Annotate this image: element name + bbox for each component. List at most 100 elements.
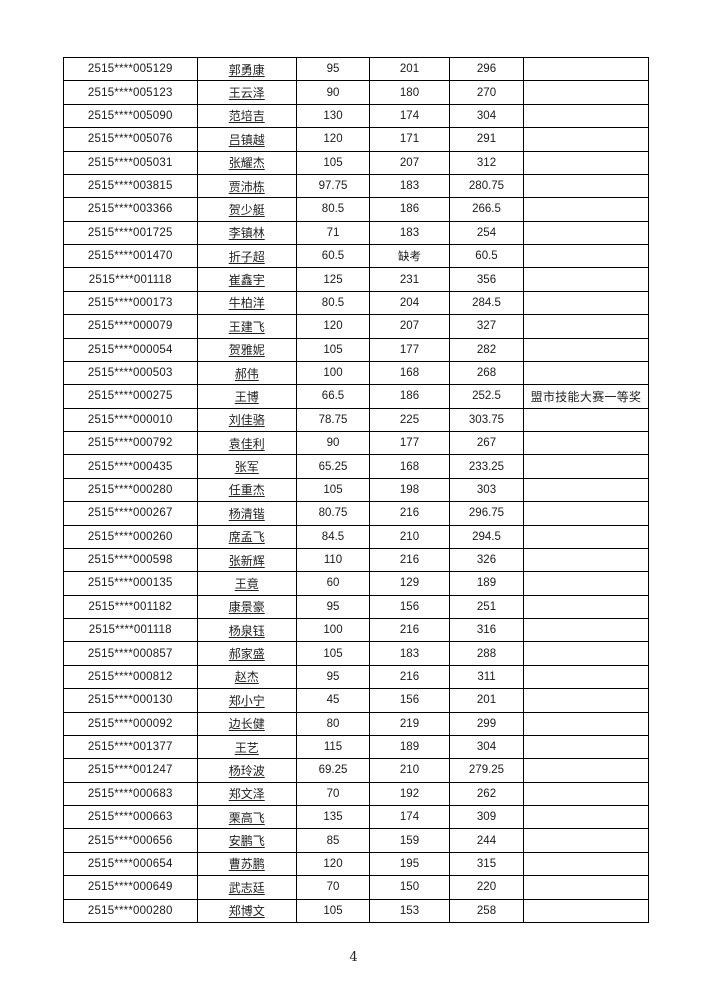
total-cell: 294.5: [449, 524, 524, 549]
remark-cell: [523, 617, 649, 643]
remark-cell: [523, 220, 649, 246]
name-cell: 杨泉钰: [196, 617, 297, 643]
score2-cell: 207: [369, 150, 450, 175]
total-cell: 220: [449, 875, 524, 900]
score1-cell: 120: [296, 314, 370, 339]
name-cell: 郑文泽: [196, 781, 297, 807]
candidate-name: 郑博文: [228, 904, 265, 919]
score1-cell: 95: [296, 664, 370, 690]
total-cell: 268: [449, 360, 524, 386]
name-cell: 王竟: [196, 571, 297, 596]
name-cell: 王云泽: [196, 80, 297, 105]
score1-cell: 80: [296, 711, 370, 736]
candidate-name: 折子超: [228, 249, 265, 264]
total-cell: 296: [449, 56, 524, 82]
registration-id-cell: 2515****000267: [63, 501, 198, 526]
candidate-name: 栗高飞: [228, 810, 265, 825]
remark-cell: [523, 290, 649, 316]
candidate-name: 边长健: [228, 717, 265, 732]
remark-cell: [523, 80, 649, 105]
remark-cell: [523, 243, 649, 269]
name-cell: 张新辉: [196, 547, 297, 573]
score1-cell: 66.5: [296, 384, 370, 409]
registration-id-cell: 2515****000683: [63, 781, 198, 807]
score2-cell: 186: [369, 197, 450, 222]
candidate-name: 杨清锴: [228, 506, 265, 521]
score2-cell: 156: [369, 688, 450, 713]
remark-cell: [523, 197, 649, 222]
name-cell: 折子超: [196, 243, 297, 269]
remark-cell: [523, 828, 649, 853]
score2-cell: 180: [369, 80, 450, 105]
score1-cell: 80.5: [296, 290, 370, 316]
score1-cell: 125: [296, 267, 370, 292]
remark-cell: [523, 127, 649, 152]
score2-cell: 168: [369, 360, 450, 386]
candidate-name: 杨玲波: [228, 763, 265, 778]
total-cell: 251: [449, 594, 524, 620]
remark-cell: [523, 360, 649, 386]
remark-cell: [523, 688, 649, 713]
candidate-name: 刘佳骆: [228, 413, 265, 428]
score2-cell: 207: [369, 314, 450, 339]
registration-id-cell: 2515****000092: [63, 711, 198, 736]
candidate-name: 牛柏洋: [228, 296, 265, 311]
score1-cell: 130: [296, 103, 370, 129]
registration-id-cell: 2515****005076: [63, 127, 198, 152]
table-row: 2515****000054 贺雅妮 105 177 282: [63, 337, 649, 362]
table-row: 2515****001182 康景豪 95 156 251: [63, 594, 649, 620]
total-cell: 284.5: [449, 290, 524, 316]
score2-cell: 168: [369, 454, 450, 479]
candidate-name: 杨泉钰: [228, 623, 265, 638]
remark-cell: [523, 711, 649, 736]
name-cell: 贺雅妮: [196, 337, 297, 362]
candidate-name: 曹苏鹏: [228, 857, 265, 872]
remark-cell: [523, 571, 649, 596]
total-cell: 189: [449, 571, 524, 596]
total-cell: 316: [449, 617, 524, 643]
remark-cell: [523, 477, 649, 503]
candidate-name: 郝伟: [234, 366, 259, 381]
score1-cell: 90: [296, 430, 370, 456]
remark-cell: [523, 781, 649, 807]
total-cell: 280.75: [449, 173, 524, 199]
score2-cell: 201: [369, 56, 450, 82]
score2-cell: 195: [369, 851, 450, 877]
score2-cell: 192: [369, 781, 450, 807]
name-cell: 王建飞: [196, 314, 297, 339]
candidate-name: 贾沛栋: [228, 179, 265, 194]
name-cell: 杨清锴: [196, 501, 297, 526]
total-cell: 291: [449, 127, 524, 152]
name-cell: 赵杰: [196, 664, 297, 690]
total-cell: 326: [449, 547, 524, 573]
score1-cell: 110: [296, 547, 370, 573]
score2-cell: 156: [369, 594, 450, 620]
remark-cell: [523, 150, 649, 175]
registration-id-cell: 2515****000792: [63, 430, 198, 456]
score2-cell: 210: [369, 524, 450, 549]
score1-cell: 80.75: [296, 501, 370, 526]
table-row: 2515****001725 李镇林 71 183 254: [63, 220, 649, 246]
name-cell: 王艺: [196, 734, 297, 760]
score2-cell: 150: [369, 875, 450, 900]
name-cell: 崔鑫宇: [196, 267, 297, 292]
remark-cell: [523, 804, 649, 830]
table-row: 2515****001377 王艺 115 189 304: [63, 734, 649, 760]
name-cell: 杨玲波: [196, 758, 297, 783]
candidate-name: 王竟: [234, 576, 259, 591]
registration-id-cell: 2515****001118: [63, 617, 198, 643]
registration-id-cell: 2515****000054: [63, 337, 198, 362]
total-cell: 299: [449, 711, 524, 736]
table-row: 2515****000280 郑博文 105 153 258: [63, 898, 649, 923]
table-row: 2515****000260 席孟飞 84.5 210 294.5: [63, 524, 649, 549]
table-row: 2515****000092 边长健 80 219 299: [63, 711, 649, 736]
total-cell: 304: [449, 734, 524, 760]
name-cell: 牛柏洋: [196, 290, 297, 316]
candidate-name: 范培吉: [228, 109, 265, 124]
registration-id-cell: 2515****000010: [63, 407, 198, 433]
total-cell: 270: [449, 80, 524, 105]
remark-cell: [523, 875, 649, 900]
total-cell: 266.5: [449, 197, 524, 222]
remark-cell: [523, 547, 649, 573]
candidate-name: 贺少艇: [228, 202, 265, 217]
